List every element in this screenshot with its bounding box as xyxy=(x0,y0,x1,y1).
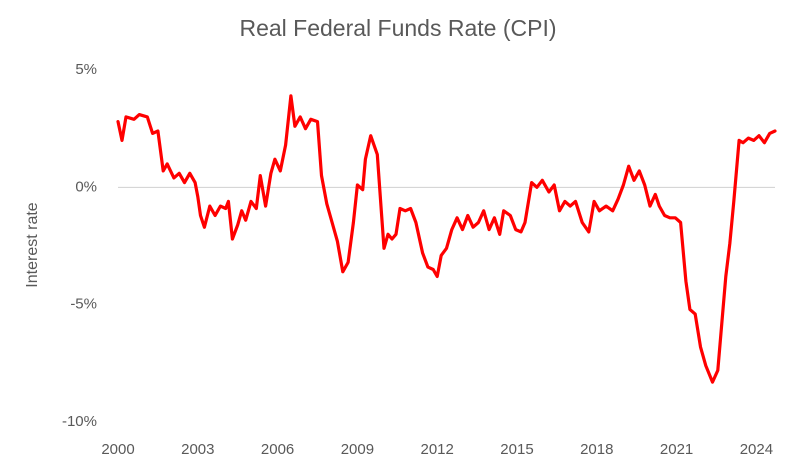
y-tick-label: 5% xyxy=(75,61,97,78)
x-tick-label: 2018 xyxy=(580,441,613,458)
x-tick-label: 2012 xyxy=(421,441,454,458)
y-axis-label: Interest rate xyxy=(24,202,41,287)
x-tick-label: 2015 xyxy=(500,441,533,458)
y-tick-label: -5% xyxy=(70,296,97,313)
x-tick-label: 2021 xyxy=(660,441,693,458)
x-tick-label: 2009 xyxy=(341,441,374,458)
data-line xyxy=(116,94,777,384)
x-tick-label: 2006 xyxy=(261,441,294,458)
y-tick-label: 0% xyxy=(75,178,97,195)
y-tick-label: -10% xyxy=(62,413,97,430)
x-tick-label: 2003 xyxy=(181,441,214,458)
x-tick-label: 2000 xyxy=(101,441,134,458)
x-tick-label: 2024 xyxy=(740,441,773,458)
chart-title: Real Federal Funds Rate (CPI) xyxy=(239,15,556,41)
